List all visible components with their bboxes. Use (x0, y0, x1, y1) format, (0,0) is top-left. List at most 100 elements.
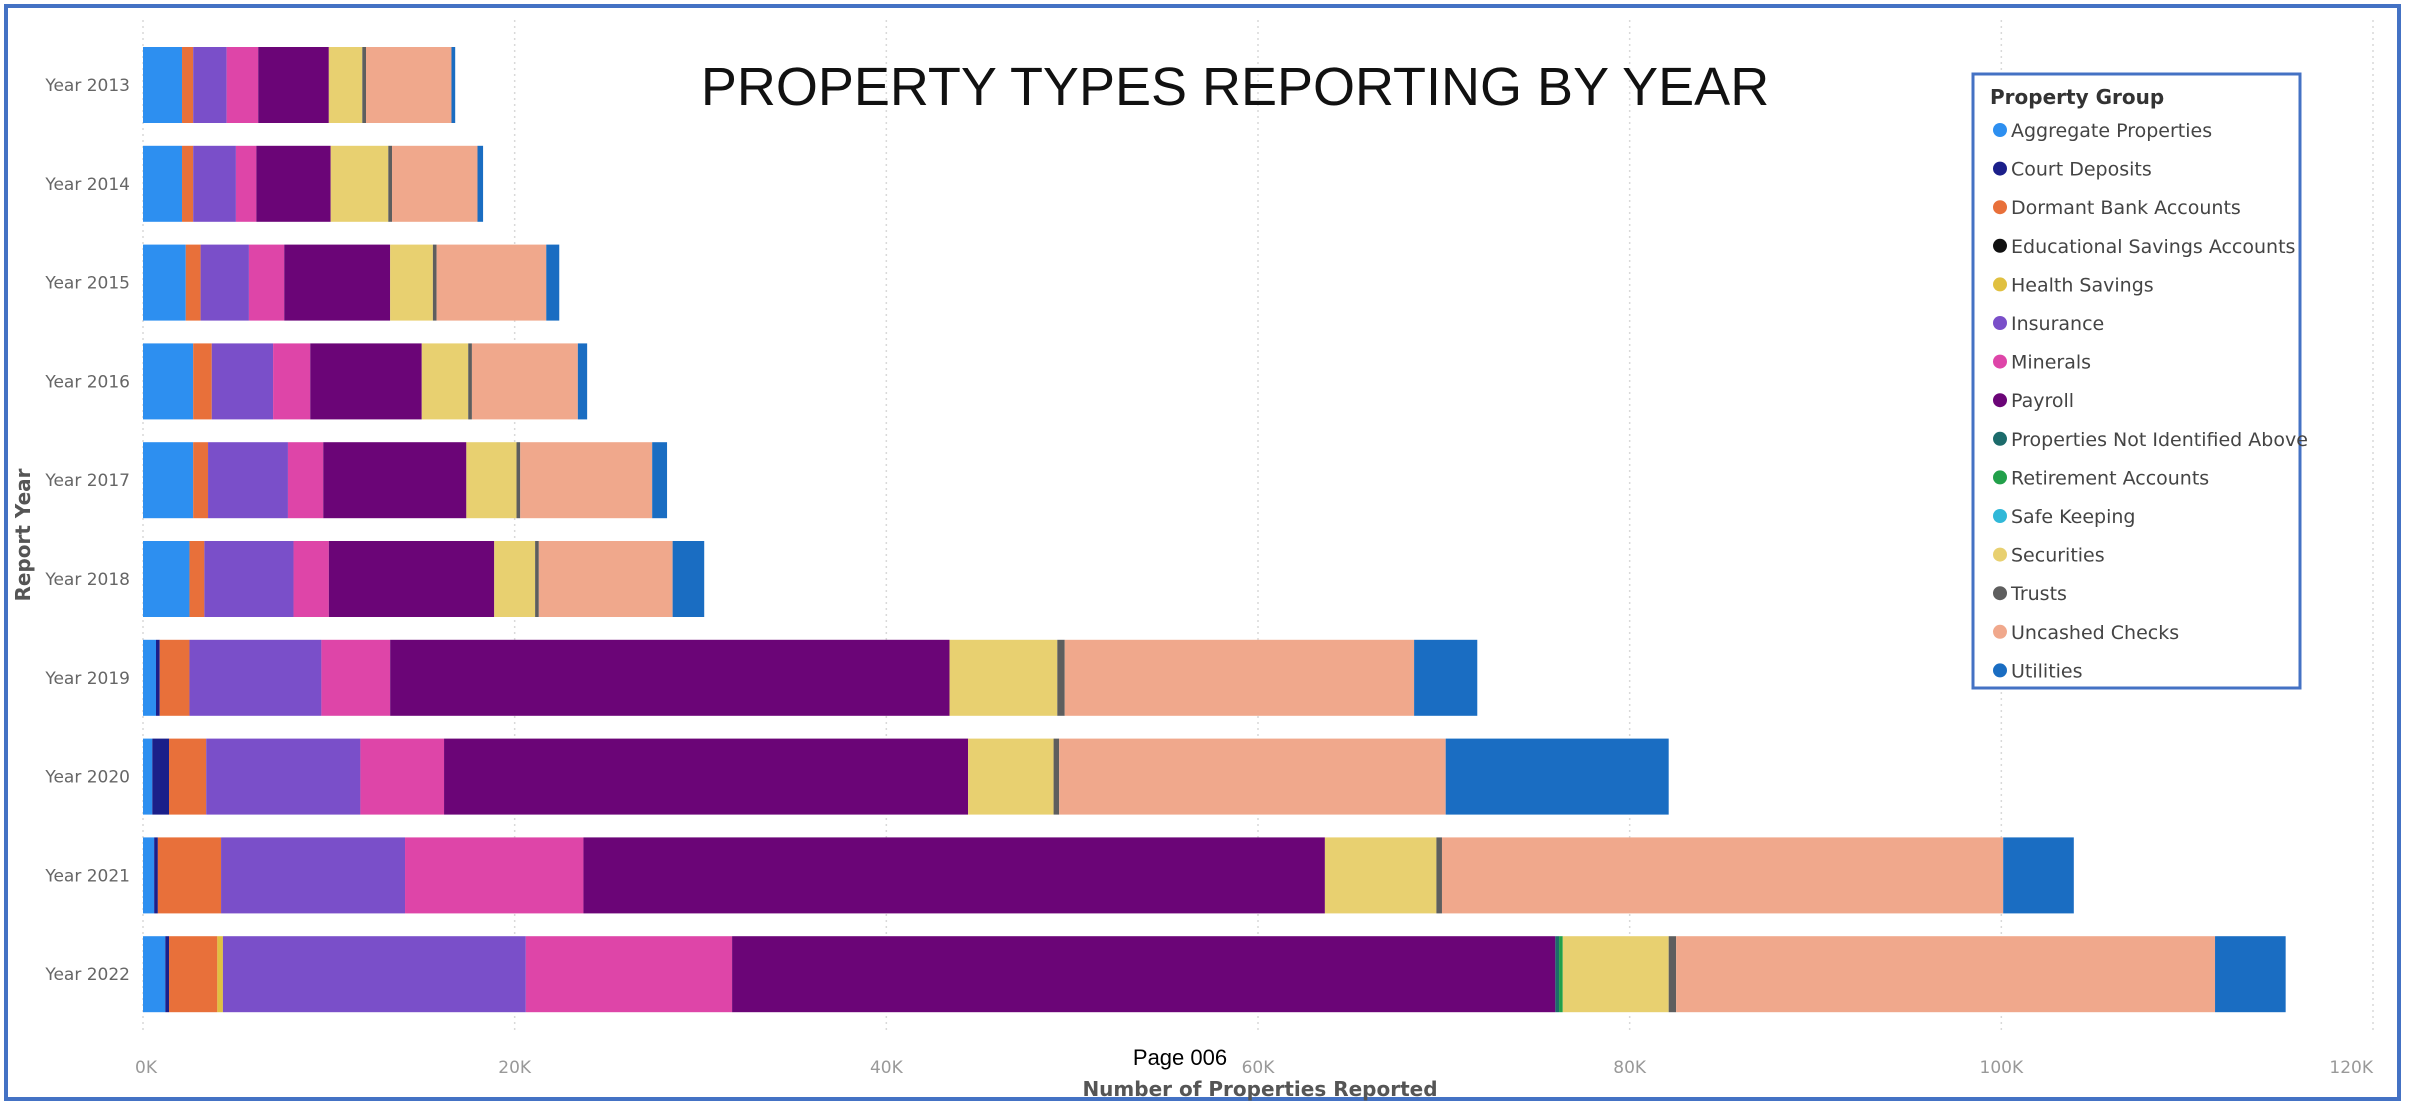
bar-segment (577, 343, 588, 420)
bar-segment (293, 541, 329, 617)
bar-segment (1555, 936, 1560, 1013)
legend-marker (1993, 123, 2007, 137)
bar-segment (516, 442, 521, 519)
legend-marker (1993, 393, 2007, 408)
legend-label: Health Savings (2011, 274, 2154, 296)
bar-segment (143, 442, 194, 519)
bar-segment (287, 442, 324, 519)
bar-segment (672, 541, 705, 617)
bar-segment (432, 244, 437, 321)
bar-segment (1445, 738, 1669, 815)
bar-segment (143, 541, 190, 617)
legend-label: Properties Not Identified Above (2011, 429, 2308, 451)
bar-segment (185, 244, 201, 321)
page-number: Page 006 (1133, 1045, 1227, 1070)
legend-item: Payroll (1993, 390, 2074, 412)
bar-segment (152, 738, 170, 815)
category-label: Year 2015 (44, 274, 130, 294)
bar-segment (143, 936, 166, 1013)
bar-segment (143, 837, 155, 914)
bar-segment (968, 738, 1054, 815)
legend-item: Dormant Bank Accounts (1993, 197, 2241, 219)
bar-segment (208, 442, 288, 519)
bar-segment (1064, 639, 1415, 716)
bar-segment (1053, 738, 1060, 815)
bar-segment (159, 639, 190, 716)
bar-segment (206, 738, 361, 815)
bar-segment (471, 343, 578, 420)
bar-segment (143, 343, 194, 420)
bar-segment (143, 47, 183, 123)
bar-segment (1414, 639, 1478, 716)
legend-label: Safe Keeping (2011, 506, 2135, 528)
bar-segment (273, 343, 311, 420)
category-label: Year 2018 (44, 570, 130, 590)
legend-marker (1993, 316, 2007, 330)
legend-label: Uncashed Checks (2011, 622, 2179, 644)
bar-segment (390, 244, 433, 321)
bar-row (143, 541, 705, 617)
legend-label: Trusts (2010, 583, 2067, 605)
category-label: Year 2021 (44, 866, 130, 886)
bar-segment (217, 936, 223, 1013)
x-tick-label: 20K (498, 1058, 532, 1078)
legend-marker (1993, 509, 2007, 523)
bar-segment (652, 442, 668, 519)
legend-item: Educational Savings Accounts (1993, 236, 2295, 258)
legend-item: Safe Keeping (1993, 506, 2135, 528)
legend-item: Aggregate Properties (1993, 120, 2212, 142)
legend-marker (1993, 277, 2007, 292)
legend-label: Dormant Bank Accounts (2011, 197, 2241, 219)
legend-label: Minerals (2011, 352, 2091, 374)
bar-segment (143, 145, 183, 222)
bar-segment (323, 442, 467, 519)
legend-label: Educational Savings Accounts (2011, 236, 2295, 258)
bar-segment (436, 244, 547, 321)
legend: Property Group Aggregate Properties Court… (1971, 72, 2308, 690)
legend-item: Properties Not Identified Above (1993, 429, 2308, 451)
bar-segment (157, 837, 222, 914)
bar-segment (182, 47, 194, 123)
legend-marker (1993, 238, 2007, 253)
legend-label: Court Deposits (2011, 159, 2152, 181)
legend-label: Insurance (2011, 313, 2104, 335)
bar-segment (143, 244, 186, 321)
bar-segment (165, 936, 170, 1013)
legend-item: Uncashed Checks (1993, 622, 2179, 644)
bar-row (143, 442, 668, 519)
bar-segment (189, 639, 322, 716)
legend-label: Retirement Accounts (2011, 467, 2209, 489)
bar-segment (405, 837, 584, 914)
x-tick-label: 100K (1980, 1058, 2024, 1078)
category-label: Year 2017 (44, 471, 130, 491)
bar-row (143, 837, 2074, 914)
bar-segment (1059, 738, 1446, 815)
bar-segment (2215, 936, 2286, 1013)
bar-segment (321, 639, 391, 716)
legend-label: Utilities (2011, 660, 2083, 682)
legend-item: Retirement Accounts (1993, 467, 2209, 489)
legend-label: Payroll (2011, 390, 2074, 412)
bar-segment (193, 145, 236, 222)
bar-segment (256, 145, 331, 222)
category-label: Year 2020 (44, 768, 130, 788)
legend-box (1971, 72, 2302, 690)
bar-segment (193, 47, 227, 123)
bar-segment (169, 738, 207, 815)
legend-label: Aggregate Properties (2011, 120, 2212, 142)
chart-title: PROPERTY TYPES REPORTING BY YEAR (701, 57, 1769, 117)
bar-segment (1057, 639, 1065, 716)
bar-segment (360, 738, 445, 815)
bar-segment (444, 738, 969, 815)
bar-segment (1668, 936, 1677, 1013)
category-label: Year 2013 (44, 76, 130, 96)
bar-segment (284, 244, 391, 321)
legend-marker (1993, 547, 2007, 562)
x-tick-label: 0K (135, 1058, 158, 1078)
legend-marker (1993, 161, 2007, 176)
x-tick-label: 40K (870, 1058, 904, 1078)
bar-segment (583, 837, 1325, 914)
legend-item: Trusts (1993, 583, 2067, 605)
bar-segment (143, 738, 153, 815)
bar-segment (328, 541, 495, 617)
